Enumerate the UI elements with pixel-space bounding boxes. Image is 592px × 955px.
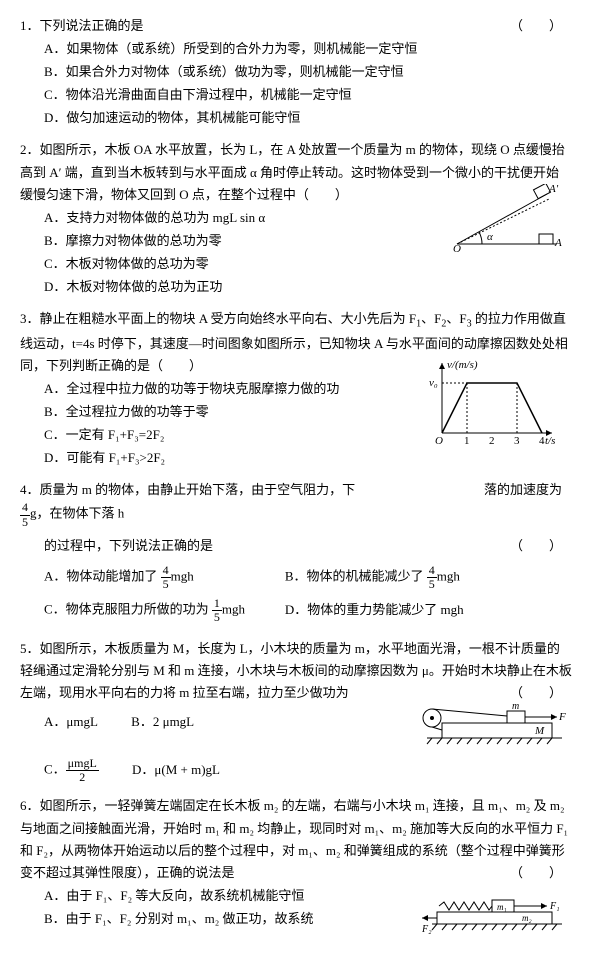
q3-text1: 静止在粗糙水平面上的物块 A 受方向始终水平向右、大小先后为 F	[40, 311, 417, 326]
question-2: 2．如图所示，木板 OA 水平放置，长为 L，在 A 处放置一个质量为 m 的物…	[20, 139, 572, 298]
velocity-time-graph: v/(m/s) t/s v₀ O 1 2 3 4	[427, 358, 557, 448]
q6-text: 如图所示，一轻弹簧左端固定在长木板 m₂ 的左端，右端与小木块 m₁ 连接，且 …	[20, 798, 568, 879]
q1-opt-b: B．如果合外力对物体（或系统）做功为零，则机械能一定守恒	[44, 61, 572, 83]
q4-frac: 45	[20, 501, 30, 528]
svg-text:F₂: F₂	[422, 924, 432, 935]
svg-text:m: m	[512, 701, 519, 712]
svg-text:A: A	[554, 237, 562, 249]
question-5: 5．如图所示，木板质量为 M，长度为 L，小木块的质量为 m，水平地面光滑，一根…	[20, 638, 572, 786]
question-4: 4．质量为 m 的物体，由静止开始下落，由于空气阻力，下 落的加速度为 45g，…	[20, 479, 572, 627]
q1-paren: （ ）	[510, 15, 562, 37]
question-3: 3．静止在粗糙水平面上的物块 A 受方向始终水平向右、大小先后为 F1、F2、F…	[20, 308, 572, 469]
q1-opt-d: D．做匀加速运动的物体，其机械能可能守恒	[44, 107, 572, 129]
q1-opt-c: C．物体沿光滑曲面自由下滑过程中，机械能一定守恒	[44, 84, 572, 106]
q1-num: 1．	[20, 18, 40, 33]
q3-num: 3．	[20, 311, 40, 326]
q4-num: 4．	[20, 482, 40, 497]
q5-text: 如图所示，木板质量为 M，长度为 L，小木块的质量为 m，水平地面光滑，一根不计…	[20, 641, 572, 700]
svg-text:4: 4	[539, 435, 545, 447]
q5-opt-c: C．μmgL2	[44, 757, 99, 784]
svg-text:O: O	[435, 435, 443, 447]
svg-text:α: α	[487, 231, 493, 243]
q2-opt-d: D．木板对物体做的总功为正功	[44, 276, 572, 298]
q6-num: 6．	[20, 798, 40, 813]
q4-text3: g，在物体下落 h	[30, 506, 124, 521]
incline-diagram: α O A A′	[447, 184, 567, 254]
svg-text:v₀: v₀	[429, 377, 438, 389]
svg-text:3: 3	[514, 435, 520, 447]
q4-opt-a: A．物体动能增加了 45mgh	[44, 564, 282, 591]
q4-opt-c: C．物体克服阻力所做的功为 15mgh	[44, 597, 282, 624]
pulley-block-diagram: m M F	[417, 698, 567, 753]
q6-paren: （ ）	[510, 862, 562, 884]
q5-opt-b: B．2 μmgL	[131, 711, 194, 733]
q1-options: A．如果物体（或系统）所受到的合外力为零，则机械能一定守恒 B．如果合外力对物体…	[20, 38, 572, 129]
q1-text: 下列说法正确的是	[40, 18, 144, 33]
q3-opt-d: D．可能有 F₁+F₃>2F₂	[44, 447, 572, 469]
svg-text:v/(m/s): v/(m/s)	[447, 359, 478, 371]
svg-text:F₁: F₁	[549, 901, 560, 912]
q4-text1: 质量为 m 的物体，由静止开始下落，由于空气阻力，下	[40, 482, 356, 497]
question-1: 1．下列说法正确的是 （ ） A．如果物体（或系统）所受到的合外力为零，则机械能一…	[20, 15, 572, 129]
q4-text4: 的过程中，下列说法正确的是	[44, 538, 213, 553]
svg-text:t/s: t/s	[545, 435, 555, 447]
svg-text:m₁: m₁	[497, 902, 507, 912]
svg-text:1: 1	[464, 435, 470, 447]
spring-block-diagram: m₁ m₂ F₁ F₂	[422, 890, 567, 940]
q4-options: A．物体动能增加了 45mgh B．物体的机械能减少了 45mgh C．物体克服…	[20, 561, 572, 628]
q4-text2: 落的加速度为	[484, 479, 562, 501]
q5-opt-d: D．μ(M + m)gL	[132, 759, 220, 781]
svg-text:M: M	[534, 725, 545, 737]
q2-opt-c: C．木板对物体做的总功为零	[44, 253, 572, 275]
svg-text:m₂: m₂	[522, 913, 532, 923]
svg-text:A′: A′	[548, 184, 559, 195]
q4-paren: （ ）	[510, 535, 562, 557]
q5-opt-a: A．μmgL	[44, 711, 98, 733]
q4-opt-b: B．物体的机械能减少了 45mgh	[285, 564, 523, 591]
q1-opt-a: A．如果物体（或系统）所受到的合外力为零，则机械能一定守恒	[44, 38, 572, 60]
q5-num: 5．	[20, 641, 40, 656]
q2-num: 2．	[20, 142, 40, 157]
question-6: 6．如图所示，一轻弹簧左端固定在长木板 m₂ 的左端，右端与小木块 m₁ 连接，…	[20, 795, 572, 930]
svg-text:2: 2	[489, 435, 495, 447]
svg-text:F: F	[558, 711, 566, 723]
svg-text:O: O	[453, 243, 461, 254]
q4-opt-d: D．物体的重力势能减少了 mgh	[285, 599, 523, 621]
